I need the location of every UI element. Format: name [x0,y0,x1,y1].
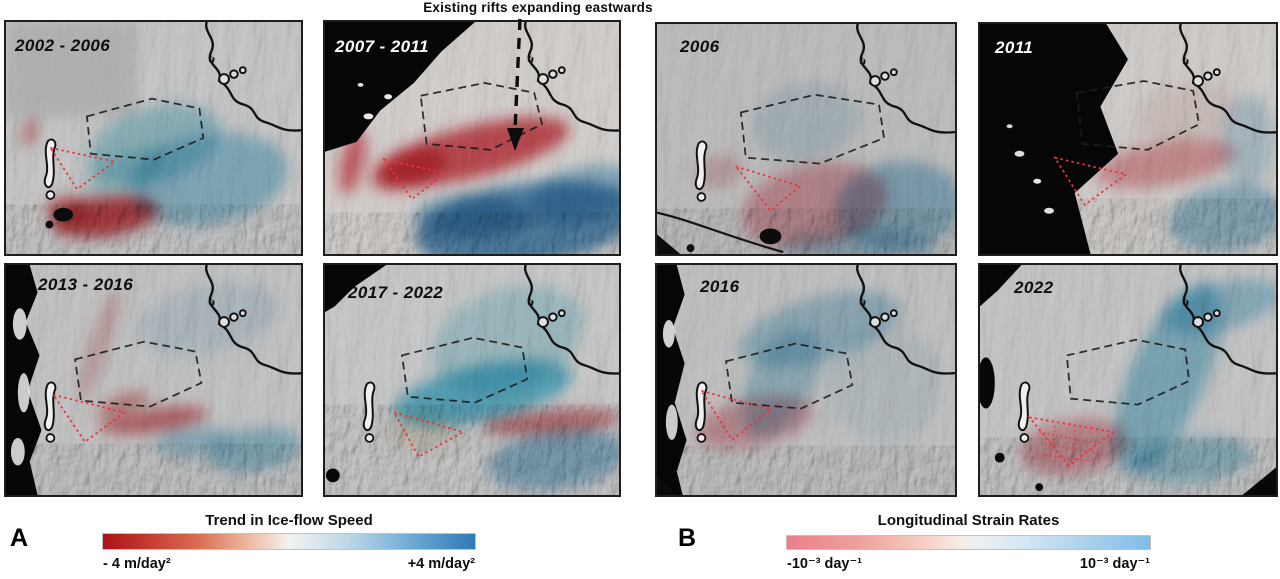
satellite-art-2002-2006 [6,22,301,254]
panel-year-label: 2022 [1014,278,1054,297]
satellite-art-2011 [980,24,1276,254]
panel-2002-2006: 2002 - 2006 [4,20,303,256]
annotation-existing-rifts: Existing rifts expanding eastwards [423,0,653,15]
panel-year-label: 2002 - 2006 [15,36,111,55]
colorbar-b-min-label: -10⁻³ day⁻¹ [787,556,862,572]
colorbar-a-gradient [102,533,476,550]
panel-2013-2016: 2013 - 2016 [4,263,303,497]
satellite-art-2016 [657,265,955,495]
satellite-art-2013-2016 [6,265,301,495]
group-label-b: B [678,524,697,552]
satellite-art-2017-2022 [325,265,619,495]
panel-year-label: 2006 [680,37,720,56]
group-label-a: A [10,524,29,552]
colorbar-b-gradient [786,535,1151,550]
legend-trend-ice-flow: Trend in Ice-flow Speed - 4 m/day² +4 m/… [102,512,476,576]
colorbar-a-title: Trend in Ice-flow Speed [205,512,373,529]
satellite-art-2006 [657,24,955,254]
satellite-art-2007-2011 [325,22,619,254]
colorbar-a-min-label: - 4 m/day² [103,556,171,572]
colorbar-b-title: Longitudinal Strain Rates [877,512,1060,529]
panel-2022: 2022 [978,263,1278,497]
panel-2007-2011: 2007 - 2011 [323,20,621,256]
panel-year-label: 2013 - 2016 [38,275,134,294]
panel-year-label: 2007 - 2011 [335,37,429,56]
satellite-art-2022 [980,265,1276,495]
panel-2006: 2006 [655,22,957,256]
panel-year-label: 2016 [700,277,740,296]
legend-longitudinal-strain: Longitudinal Strain Rates -10⁻³ day⁻¹ 10… [786,512,1151,576]
panel-2016: 2016 [655,263,957,497]
colorbar-b-max-label: 10⁻³ day⁻¹ [1079,556,1150,572]
panel-2011: 2011 [978,22,1278,256]
panel-year-label: 2017 - 2022 [348,283,444,302]
rift-arrow-icon [507,18,524,151]
panel-year-label: 2011 [995,38,1034,57]
colorbar-a-max-label: +4 m/day² [407,556,475,572]
panel-2017-2022: 2017 - 2022 [323,263,621,497]
